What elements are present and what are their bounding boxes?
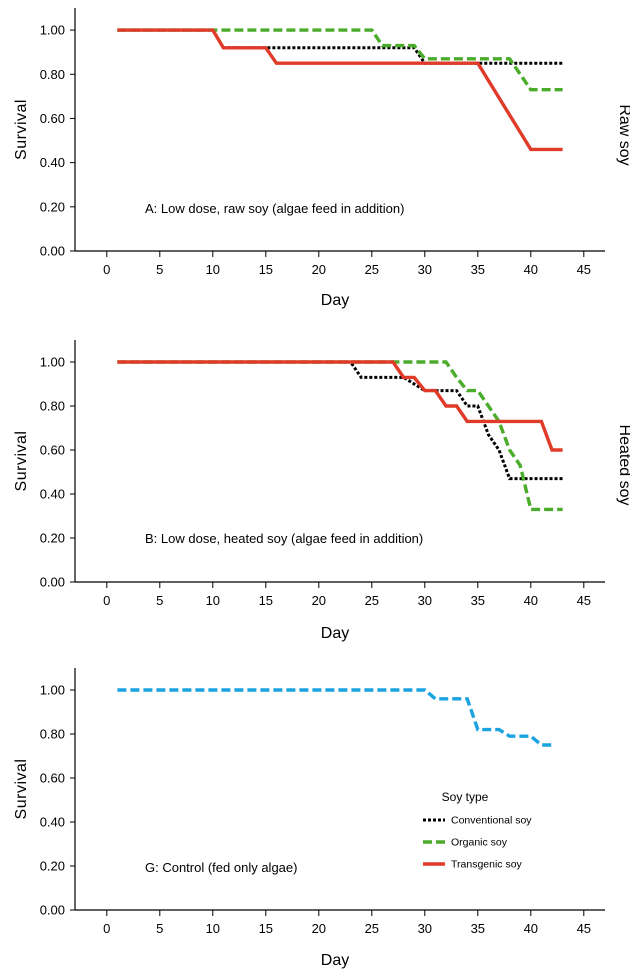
legend-label: Organic soy bbox=[451, 837, 508, 849]
x-tick-label: 10 bbox=[206, 921, 220, 936]
x-tick-label: 25 bbox=[365, 262, 379, 277]
series-line-organic-soy bbox=[117, 28, 563, 92]
x-tick-label: 10 bbox=[206, 262, 220, 277]
x-tick-label: 35 bbox=[471, 262, 485, 277]
legend: Soy type Conventional soy Organic soy Trans… bbox=[423, 790, 532, 871]
y-tick-label: 0.00 bbox=[40, 575, 65, 590]
panel-G: 0 5 10 15 20 25 30 35 40 45 0.00 0.20 0.40 0.60 0.80 1.… bbox=[13, 668, 605, 969]
x-tick-label: 30 bbox=[418, 921, 432, 936]
x-tick-label: 45 bbox=[577, 921, 591, 936]
y-tick-label: 0.80 bbox=[40, 67, 65, 82]
panel-annotation: A: Low dose, raw soy (algae feed in addi… bbox=[145, 201, 404, 216]
x-tick-label: 15 bbox=[259, 921, 273, 936]
y-tick-label: 1.00 bbox=[40, 23, 65, 38]
y-axis-title: Survival bbox=[13, 431, 30, 492]
y-axis-title: Survival bbox=[13, 759, 30, 820]
x-tick-label: 20 bbox=[312, 921, 326, 936]
x-tick-label: 35 bbox=[471, 921, 485, 936]
legend-label: Conventional soy bbox=[451, 815, 532, 827]
x-tick-label: 20 bbox=[312, 262, 326, 277]
x-tick-label: 0 bbox=[103, 593, 110, 608]
x-tick-label: 40 bbox=[524, 593, 538, 608]
x-tick-label: 0 bbox=[103, 921, 110, 936]
y-tick-label: 0.20 bbox=[40, 531, 65, 546]
x-axis-title: Day bbox=[321, 625, 349, 642]
x-tick-label: 40 bbox=[524, 921, 538, 936]
y-tick-label: 0.60 bbox=[40, 111, 65, 126]
x-tick-label: 20 bbox=[312, 593, 326, 608]
y-tick-label: 0.00 bbox=[40, 903, 65, 918]
y-axis-title: Survival bbox=[13, 99, 30, 160]
legend-title: Soy type bbox=[442, 790, 489, 804]
series-line-control bbox=[117, 688, 552, 747]
panel-annotation: G: Control (fed only algae) bbox=[145, 860, 297, 875]
x-tick-label: 35 bbox=[471, 593, 485, 608]
series-line-transgenic-soy bbox=[117, 360, 563, 452]
y-tick-label: 0.40 bbox=[40, 155, 65, 170]
x-tick-label: 30 bbox=[418, 593, 432, 608]
x-axis-title: Day bbox=[321, 292, 349, 309]
x-tick-label: 0 bbox=[103, 262, 110, 277]
x-tick-label: 25 bbox=[365, 593, 379, 608]
legend-label: Transgenic soy bbox=[451, 859, 523, 871]
series-line-conventional-soy bbox=[117, 28, 563, 65]
series-line-conventional-soy bbox=[117, 360, 563, 481]
x-tick-label: 15 bbox=[259, 593, 273, 608]
y-tick-label: 0.60 bbox=[40, 443, 65, 458]
panel-A: 0 5 10 15 20 25 30 35 40 45 0.00 0.20 0.40 0.60 0.80 1.… bbox=[13, 8, 630, 309]
x-tick-label: 5 bbox=[156, 262, 163, 277]
x-tick-label: 15 bbox=[259, 262, 273, 277]
y-tick-label: 0.20 bbox=[40, 199, 65, 214]
side-label: Heated soy bbox=[616, 425, 630, 506]
y-tick-label: 0.40 bbox=[40, 815, 65, 830]
y-tick-label: 1.00 bbox=[40, 355, 65, 370]
y-tick-label: 0.80 bbox=[40, 727, 65, 742]
x-tick-label: 25 bbox=[365, 921, 379, 936]
x-tick-label: 5 bbox=[156, 593, 163, 608]
y-tick-label: 0.20 bbox=[40, 859, 65, 874]
y-tick-label: 0.00 bbox=[40, 244, 65, 259]
x-tick-label: 45 bbox=[577, 262, 591, 277]
panel-B: 0 5 10 15 20 25 30 35 40 45 0.00 0.20 0.40 0.60 0.80 1.… bbox=[13, 340, 630, 642]
x-tick-label: 40 bbox=[524, 262, 538, 277]
series-line-organic-soy bbox=[117, 360, 563, 512]
x-axis-title: Day bbox=[321, 952, 349, 969]
panel-annotation: B: Low dose, heated soy (algae feed in a… bbox=[145, 531, 423, 546]
x-tick-label: 30 bbox=[418, 262, 432, 277]
x-tick-label: 10 bbox=[206, 593, 220, 608]
series-line-transgenic-soy bbox=[117, 28, 563, 152]
x-tick-label: 5 bbox=[156, 921, 163, 936]
y-tick-label: 0.60 bbox=[40, 771, 65, 786]
side-label: Raw soy bbox=[616, 104, 630, 165]
y-tick-label: 1.00 bbox=[40, 683, 65, 698]
y-tick-label: 0.40 bbox=[40, 487, 65, 502]
x-tick-label: 45 bbox=[577, 593, 591, 608]
y-tick-label: 0.80 bbox=[40, 399, 65, 414]
